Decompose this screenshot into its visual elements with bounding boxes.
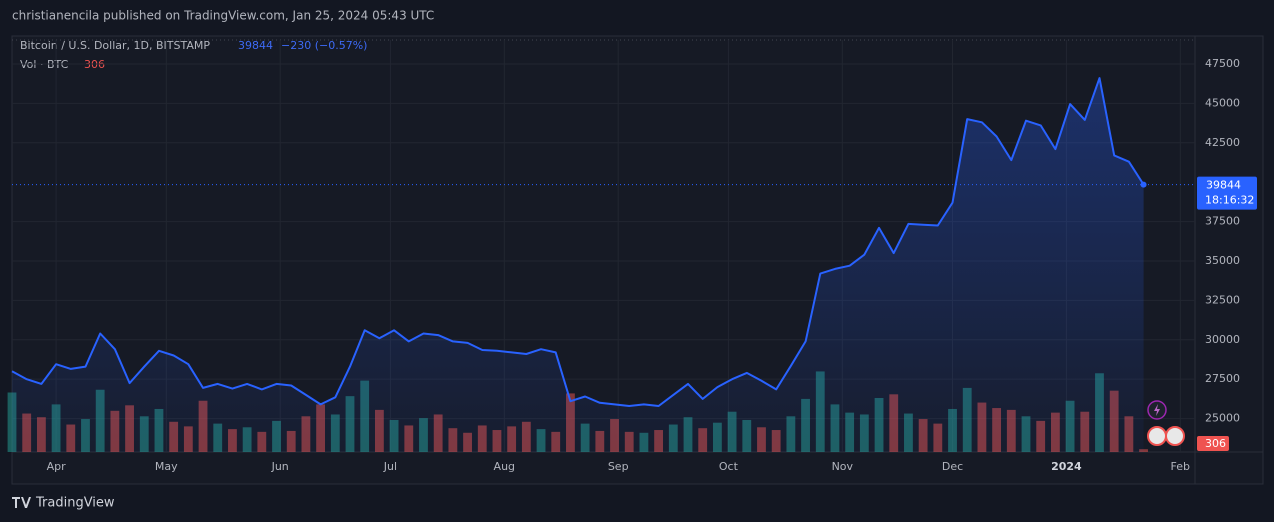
- last-price: 39844: [238, 39, 273, 52]
- brand-logo: [12, 497, 31, 508]
- x-tick-label: Sep: [608, 460, 629, 473]
- x-tick-label: Apr: [47, 460, 67, 473]
- brand: TradingView: [35, 496, 115, 511]
- x-tick-label: Oct: [719, 460, 739, 473]
- x-tick-label: Nov: [832, 460, 854, 473]
- y-tick-label: 45000: [1205, 96, 1240, 109]
- price-layer: [11, 77, 1195, 452]
- y-tick-label: 47500: [1205, 57, 1240, 70]
- volume-tag: [1197, 436, 1229, 451]
- countdown: 18:16:32: [1205, 194, 1254, 207]
- y-tick-label: 27500: [1205, 372, 1240, 385]
- x-tick-label: Jul: [383, 460, 397, 473]
- y-tick-label: 25000: [1205, 412, 1240, 425]
- y-tick-label: 35000: [1205, 254, 1240, 267]
- author-line: christianencila published on TradingView…: [12, 9, 434, 23]
- y-tick-label: 37500: [1205, 215, 1240, 228]
- x-tick-label: Aug: [494, 460, 515, 473]
- volume-name: Vol · BTC: [20, 58, 69, 71]
- event-bolt: [1154, 404, 1160, 416]
- y-tick-label: 30000: [1205, 333, 1240, 346]
- price-tag-value: 39844: [1206, 179, 1241, 192]
- y-tick-label: 32500: [1205, 293, 1240, 306]
- volume-tag-value: 306: [1205, 437, 1226, 450]
- volume-last: 306: [84, 58, 105, 71]
- price-tag: [1197, 176, 1257, 210]
- event-flag[interactable]: [1147, 426, 1167, 446]
- price-line: [11, 77, 1145, 407]
- change: −230 (−0.57%): [281, 39, 367, 52]
- x-tick-label: Jun: [271, 460, 289, 473]
- axes: 25000 27500 30000 32500 35000 37500 42500 45000…: [47, 57, 1240, 473]
- y-tick-label: 42500: [1205, 136, 1240, 149]
- last-point: [1140, 181, 1147, 188]
- x-tick-label: May: [155, 460, 178, 473]
- x-tick-label: Feb: [1171, 460, 1190, 473]
- symbol-name: Bitcoin / U.S. Dollar, 1D, BITSTAMP: [20, 39, 210, 52]
- event-flag[interactable]: [1165, 426, 1185, 446]
- x-tick-label: 2024: [1051, 460, 1082, 473]
- x-tick-label: Dec: [942, 460, 963, 473]
- price-area: [12, 78, 1144, 452]
